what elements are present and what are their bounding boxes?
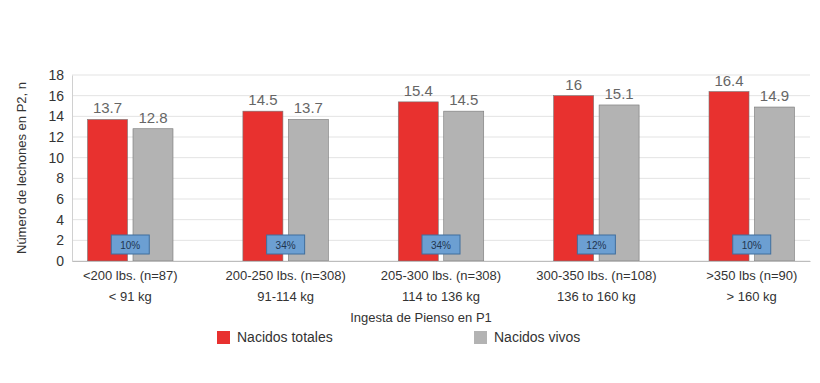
y-tick: 2 xyxy=(56,232,72,248)
legend-label: Nacidos vivos xyxy=(494,329,580,345)
data-label: 14.9 xyxy=(760,87,789,104)
annotation-text: 10% xyxy=(742,240,762,251)
legend-label: Nacidos totales xyxy=(237,329,333,345)
annotation-text: 34% xyxy=(431,240,451,251)
y-tick: 16 xyxy=(48,88,72,104)
x-tick-label: 300-350 lbs. (n=108)136 to 160 kg xyxy=(536,268,656,304)
y-tick-label: 0 xyxy=(56,253,64,269)
data-labels: 13.7 14.5 15.4 16 16.4 12.8 13.7 14.5 15.1 14.9 xyxy=(93,72,789,126)
y-axis: 0 2 4 6 8 10 12 14 16 18 xyxy=(48,67,72,269)
y-tick-label: 10 xyxy=(48,150,64,166)
grid-line xyxy=(72,116,810,117)
x-tick-label: 205-300 lbs. (n=308)114 to 136 kg xyxy=(381,268,501,304)
legend-swatch xyxy=(217,331,230,344)
data-label: 14.5 xyxy=(449,91,478,108)
legend-swatch xyxy=(474,331,487,344)
x-tick-label: >350 lbs (n=90)> 160 kg xyxy=(706,268,797,304)
chart: 0 2 4 6 8 10 12 14 16 18 <200 lbs. (n=87)< 91 kg 20… xyxy=(0,0,820,383)
data-label: 16.4 xyxy=(714,72,743,89)
grid-line xyxy=(72,178,810,179)
y-tick: 12 xyxy=(48,129,72,145)
grid-line xyxy=(72,199,810,200)
data-label: 15.1 xyxy=(604,85,633,102)
annotation-text: 10% xyxy=(120,240,140,251)
data-label: 13.7 xyxy=(93,99,122,116)
y-tick-label: 6 xyxy=(56,191,64,207)
annotation-box xyxy=(111,235,149,254)
annotation-box xyxy=(267,235,305,254)
y-tick: 10 xyxy=(48,150,72,166)
y-tick: 18 xyxy=(48,67,72,83)
y-tick-label: 2 xyxy=(56,232,64,248)
y-tick-label: 16 xyxy=(48,88,64,104)
annotation-text: 34% xyxy=(276,240,296,251)
data-label: 12.8 xyxy=(138,109,167,126)
annotation-box xyxy=(577,235,615,254)
grid-line xyxy=(72,219,810,220)
grid-line xyxy=(72,137,810,138)
annotation-box xyxy=(422,235,460,254)
x-tick: 200-250 lbs. (n=308)91-114 kg xyxy=(225,261,345,304)
grid-line xyxy=(72,95,810,96)
x-tick-label: 200-250 lbs. (n=308)91-114 kg xyxy=(225,268,345,304)
y-tick: 14 xyxy=(48,108,72,124)
x-axis-title: Ingesta de Pienso en P1 xyxy=(350,310,492,325)
annotation-text: 12% xyxy=(586,240,606,251)
annotation-box xyxy=(733,235,771,254)
x-tick: <200 lbs. (n=87)< 91 kg xyxy=(83,261,178,304)
y-tick-label: 18 xyxy=(48,67,64,83)
legend: Nacidos totales Nacidos vivos xyxy=(217,329,580,345)
y-axis-line xyxy=(72,76,73,262)
y-tick-label: 4 xyxy=(56,212,64,228)
x-tick: 205-300 lbs. (n=308)114 to 136 kg xyxy=(381,261,501,304)
y-tick: 0 xyxy=(56,253,72,269)
grid xyxy=(72,75,810,261)
x-tick: 300-350 lbs. (n=108)136 to 160 kg xyxy=(536,261,656,304)
grid-line xyxy=(72,157,810,158)
y-tick-label: 8 xyxy=(56,170,64,186)
x-tick: >350 lbs (n=90)> 160 kg xyxy=(706,261,797,304)
y-axis-title: Número de lechones en P2, n xyxy=(14,82,29,254)
grid-line xyxy=(72,261,810,262)
y-tick: 4 xyxy=(56,212,72,228)
annotations: 10% 34% 34% 12% 10% xyxy=(111,235,770,254)
data-label: 13.7 xyxy=(294,99,323,116)
y-tick-label: 12 xyxy=(48,129,64,145)
y-tick: 6 xyxy=(56,191,72,207)
data-label: 15.4 xyxy=(404,82,433,99)
y-tick: 8 xyxy=(56,170,72,186)
x-tick-label: <200 lbs. (n=87)< 91 kg xyxy=(83,268,178,304)
x-axis-line xyxy=(73,261,811,262)
bars xyxy=(88,92,795,261)
x-axis: <200 lbs. (n=87)< 91 kg 200-250 lbs. (n=3… xyxy=(73,261,811,304)
data-label: 14.5 xyxy=(248,91,277,108)
grid-line xyxy=(72,75,810,76)
data-label: 16 xyxy=(565,76,582,93)
y-tick-label: 14 xyxy=(48,108,64,124)
